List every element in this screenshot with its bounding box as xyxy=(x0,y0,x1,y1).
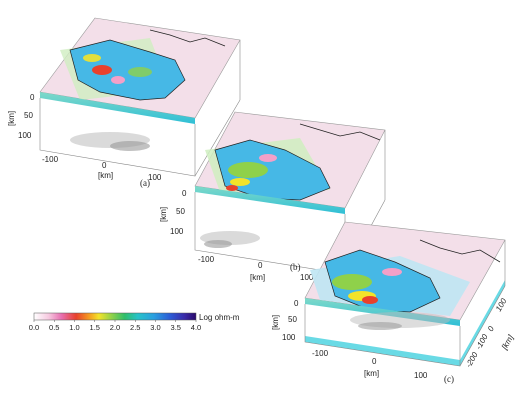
panel-b-anomaly-red xyxy=(226,185,238,191)
panel-c-xtick-0: 0 xyxy=(372,357,377,366)
colorbar-tick-label: 3.0 xyxy=(150,323,160,332)
colorbar-tick-label: 3.5 xyxy=(171,323,181,332)
colorbar-tick-label: 1.5 xyxy=(90,323,100,332)
panel-a-land-mass xyxy=(69,39,186,101)
colorbar-ticks: 0.0 0.5 1.0 1.5 2.0 2.5 3.0 3.5 4.0 xyxy=(29,320,201,332)
panel-b-anomaly-yellow xyxy=(230,178,250,186)
panel-a-anomaly-yellow xyxy=(83,54,101,62)
colorbar-unit: Log ohm-m xyxy=(199,313,240,322)
panel-c-box-frame xyxy=(304,304,461,367)
panel-a-coastline xyxy=(149,29,226,47)
panel-a-seismicity xyxy=(70,132,150,151)
panel-c-seismicity xyxy=(350,312,450,330)
panel-a-anomaly-red xyxy=(92,65,112,75)
panel-b-label: (b) xyxy=(290,262,301,272)
panel-b-slab-edge xyxy=(195,186,345,214)
panel-c-label: (c) xyxy=(444,374,454,384)
panel-b-xtick-100: 100 xyxy=(300,273,314,282)
panel-a-depth-100: 100 xyxy=(18,131,32,140)
panel-c-depth-100: 100 xyxy=(282,333,296,342)
colorbar: 0.0 0.5 1.0 1.5 2.0 2.5 3.0 3.5 4.0 Log ohm-m xyxy=(29,312,240,332)
panel-a-depth-50: 50 xyxy=(24,111,33,120)
panel-c-anomaly-red xyxy=(362,296,378,304)
panel-b: 0 50 100 [km] -100 0 100 [km] (b) xyxy=(159,111,386,282)
colorbar-tick-label: 0.5 xyxy=(49,323,59,332)
panel-a-label: (a) xyxy=(140,178,150,188)
panel-c-depth-50: 50 xyxy=(288,315,297,324)
panel-a-anomaly-green xyxy=(128,67,152,77)
panel-c-xtick-neg100: -100 xyxy=(312,349,329,358)
panel-a-slab-edge xyxy=(40,92,195,124)
colorbar-gradient xyxy=(33,312,197,321)
panel-a-box-frame xyxy=(39,98,196,177)
panel-c-ytick-0: 0 xyxy=(486,324,496,333)
panel-a-anomaly-pink xyxy=(111,76,125,84)
panel-a-xtick-0: 0 xyxy=(102,161,107,170)
panel-b-xtick-neg100: -100 xyxy=(198,255,215,264)
panel-a-xtick-100: 100 xyxy=(148,173,162,182)
colorbar-tick-label: 1.0 xyxy=(69,323,79,332)
panel-a-xtick-neg100: -100 xyxy=(42,155,59,164)
panel-b-depth-100: 100 xyxy=(170,227,184,236)
colorbar-tick-label: 2.0 xyxy=(110,323,120,332)
panel-b-depth-unit: [km] xyxy=(159,207,168,222)
colorbar-tick-label: 2.5 xyxy=(130,323,140,332)
panel-b-coastline xyxy=(299,123,381,141)
colorbar-tick-label: 0.0 xyxy=(29,323,39,332)
panel-b-anomaly-pink xyxy=(259,154,277,162)
panel-a-depth-0: 0 xyxy=(30,93,35,102)
panel-c-bottom-slab xyxy=(305,280,505,366)
panel-c-anomaly-pink xyxy=(382,268,402,276)
panel-b-seismicity xyxy=(200,231,260,248)
panel-c-depth-unit: [km] xyxy=(271,315,280,330)
panel-c-depth-0: 0 xyxy=(294,299,299,308)
panel-b-depth-50: 50 xyxy=(176,207,185,216)
panel-c-y-unit: [km] xyxy=(499,333,515,352)
panel-a: 0 50 100 [km] -100 0 100 [km] (a) xyxy=(7,17,241,188)
panel-b-xtick-0: 0 xyxy=(258,261,263,270)
panel-b-depth-0: 0 xyxy=(182,189,187,198)
panel-a-depth-unit: [km] xyxy=(7,111,16,126)
panel-c-xtick-100: 100 xyxy=(414,371,428,380)
panel-b-x-unit: [km] xyxy=(250,273,265,282)
panel-a-x-unit: [km] xyxy=(98,171,113,180)
panel-b-anomaly-green xyxy=(228,162,268,178)
colorbar-tick-label: 4.0 xyxy=(191,323,201,332)
panel-c-coastline xyxy=(419,239,501,263)
panel-c-anomaly-green xyxy=(332,274,372,290)
panel-c: 0 50 100 [km] -100 0 100 [km] -200 -100 … xyxy=(271,221,516,384)
panel-c-x-unit: [km] xyxy=(364,369,379,378)
